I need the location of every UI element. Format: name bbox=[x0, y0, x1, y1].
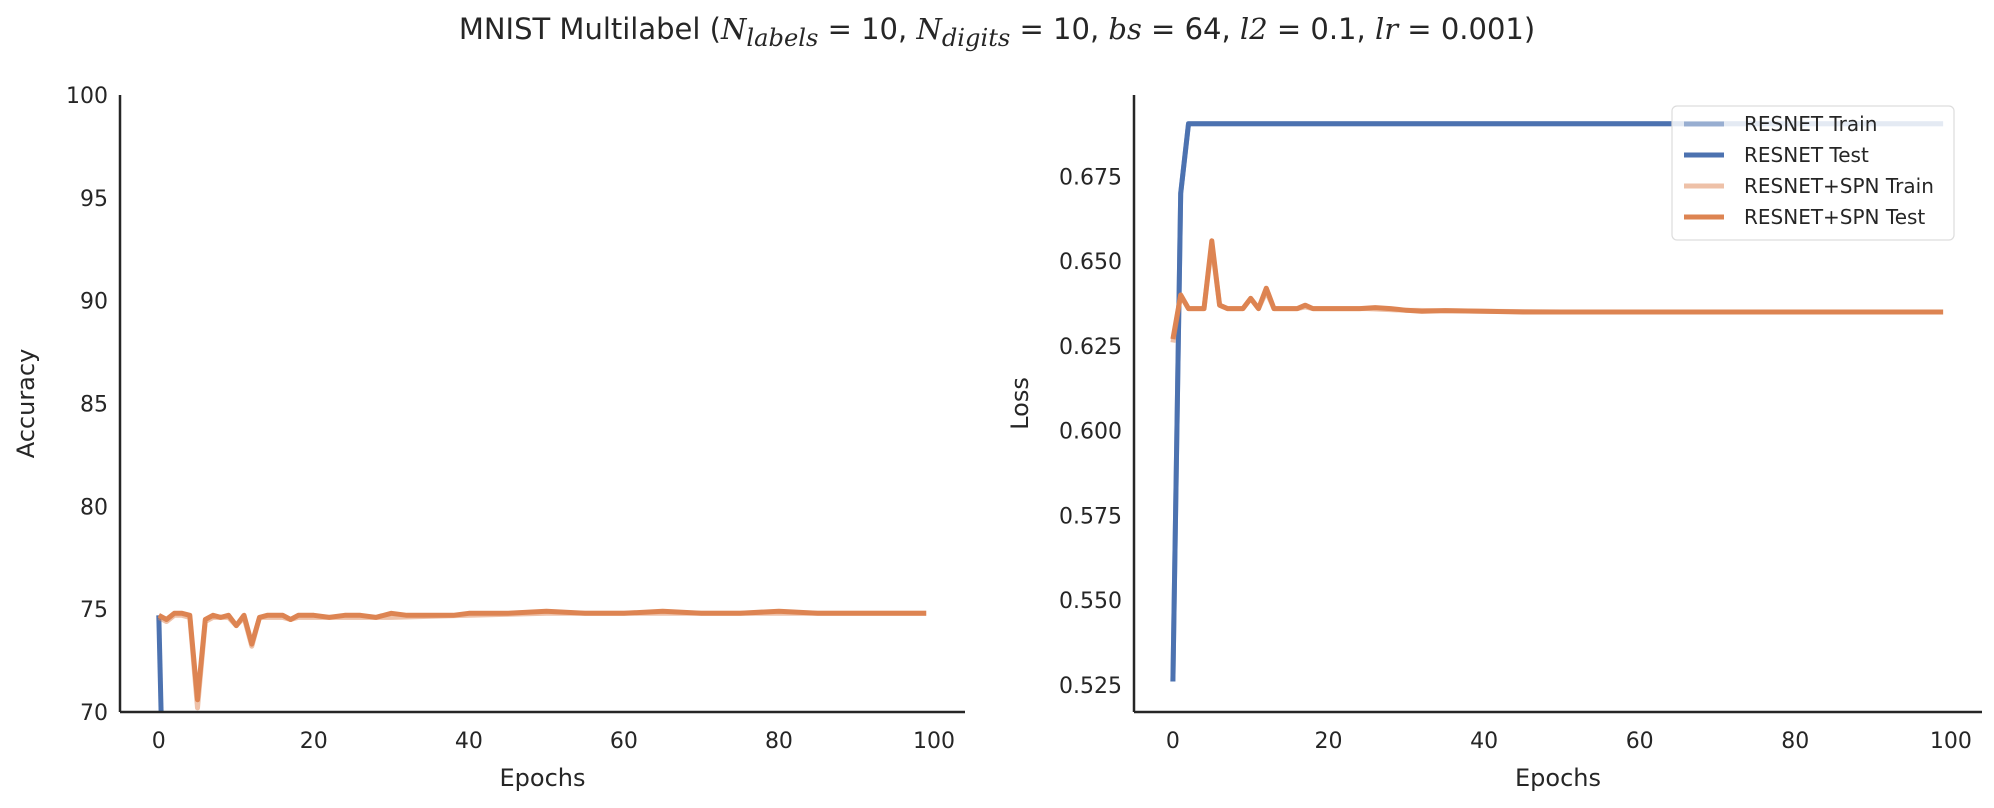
loss-ytick-label: 0.575 bbox=[1059, 504, 1122, 529]
loss-ytick-label: 0.675 bbox=[1059, 165, 1122, 190]
accuracy-xtick-label: 60 bbox=[610, 729, 638, 754]
loss-ytick-label: 0.550 bbox=[1059, 589, 1122, 614]
loss-series-resnet-spn-train bbox=[1170, 241, 1944, 343]
loss-series-resnet-test bbox=[1170, 121, 1944, 682]
accuracy-ytick-label: 95 bbox=[80, 187, 108, 212]
loss-xtick-label: 0 bbox=[1166, 729, 1180, 754]
accuracy-series-resnet-spn-test bbox=[157, 608, 927, 703]
loss-series-resnet-spn-test bbox=[1170, 238, 1944, 340]
accuracy-ytick-label: 70 bbox=[80, 701, 108, 726]
legend-entry: RESNET Train bbox=[1744, 112, 1877, 136]
accuracy-ytick-label: 90 bbox=[80, 290, 108, 315]
loss-subplot: 0 20 40 60 80 100 0.525 0.550 0.575 0.600 0.625 0.6… bbox=[1006, 95, 1982, 792]
loss-ytick-label: 0.625 bbox=[1059, 335, 1122, 360]
accuracy-ytick-label: 100 bbox=[66, 84, 108, 109]
accuracy-xtick-label: 100 bbox=[913, 729, 955, 754]
legend: RESNET Train RESNET Test RESNET+SPN Train R… bbox=[1671, 105, 1955, 241]
accuracy-xtick-label: 40 bbox=[455, 729, 483, 754]
legend-box bbox=[1671, 105, 1955, 241]
accuracy-ytick-label: 75 bbox=[80, 598, 108, 623]
accuracy-subplot: 0 20 40 60 80 100 70 75 80 85 90 95 100 Epochs Accurac… bbox=[12, 84, 965, 792]
accuracy-xtick-label: 80 bbox=[765, 729, 793, 754]
accuracy-series-resnet-test bbox=[156, 615, 164, 712]
loss-xaxis-label: Epochs bbox=[1515, 764, 1601, 792]
loss-ytick-label: 0.525 bbox=[1059, 674, 1122, 699]
accuracy-ytick-label: 80 bbox=[80, 495, 108, 520]
loss-xtick-label: 20 bbox=[1314, 729, 1342, 754]
loss-xtick-label: 80 bbox=[1781, 729, 1809, 754]
loss-xtick-label: 40 bbox=[1470, 729, 1498, 754]
loss-xtick-label: 100 bbox=[1930, 729, 1972, 754]
accuracy-yaxis-label: Accuracy bbox=[12, 349, 40, 459]
loss-yaxis-label: Loss bbox=[1006, 377, 1034, 430]
accuracy-xtick-label: 0 bbox=[152, 729, 166, 754]
legend-entry: RESNET+SPN Test bbox=[1744, 205, 1925, 229]
accuracy-xtick-label: 20 bbox=[300, 729, 328, 754]
loss-ytick-label: 0.600 bbox=[1059, 420, 1122, 445]
legend-entry: RESNET Test bbox=[1744, 143, 1869, 167]
legend-entry: RESNET+SPN Train bbox=[1744, 174, 1934, 198]
figure-title: MNIST Multilabel (Nlabels = 10, Ndigits … bbox=[458, 12, 1536, 52]
accuracy-xaxis-label: Epochs bbox=[500, 764, 586, 792]
accuracy-ytick-label: 85 bbox=[80, 393, 108, 418]
loss-xtick-label: 60 bbox=[1626, 729, 1654, 754]
loss-ytick-label: 0.650 bbox=[1059, 250, 1122, 275]
accuracy-series-resnet-spn-train bbox=[157, 610, 927, 711]
